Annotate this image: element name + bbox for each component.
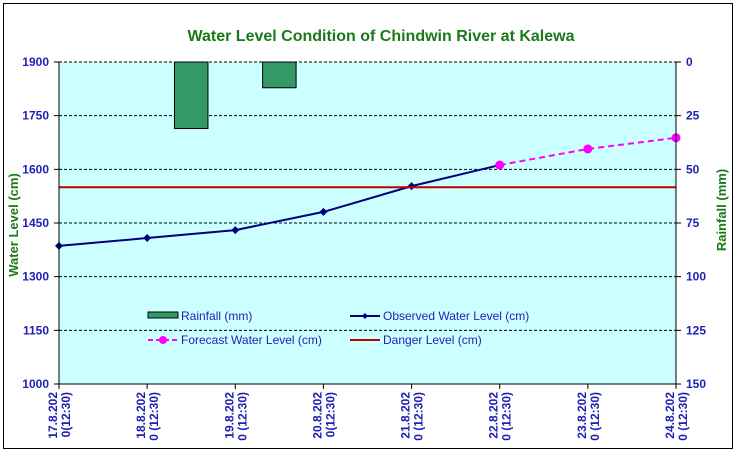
forecast-point (583, 144, 593, 154)
rainfall-bar (173, 61, 209, 130)
x-tick-label-line1: 19.8.202 (222, 392, 236, 439)
y-tick-label: 1000 (22, 377, 49, 391)
rainfall-bar (262, 61, 297, 89)
y-tick-label: 1450 (22, 216, 49, 230)
y2-tick-label: 150 (686, 377, 706, 391)
x-tick-label: 23.8.202 0 (12:30) (575, 392, 602, 441)
legend-marker (159, 336, 167, 344)
x-tick-label-line1: 18.8.202 (134, 392, 148, 439)
x-tick-label-line2: 0(12:30) (59, 392, 73, 437)
legend-label: Observed Water Level (cm) (383, 309, 529, 323)
x-tick-label-line2: 0 (12:30) (412, 392, 426, 441)
y-tick-label: 1150 (23, 323, 49, 337)
x-tick-label-line2: 0 (12:30) (588, 392, 602, 441)
y-tick-label: 1300 (22, 270, 49, 284)
y2-tick-label: 75 (686, 216, 700, 230)
x-tick-label: 19.8.202 0 (12:30) (222, 392, 249, 441)
x-tick-label: 24.8.202 0 (12:30) (663, 392, 690, 441)
x-tick-label-line2: 0 (12:30) (500, 392, 514, 441)
x-tick-label-line2: 0 (12:30) (147, 392, 161, 441)
x-tick-label-line1: 17.8.202 (46, 392, 60, 439)
x-tick-label: 17.8.202 0(12:30) (46, 392, 73, 439)
x-tick-label: 20.8.202 0(12:30) (310, 392, 337, 439)
x-tick-label-line1: 21.8.202 (399, 392, 413, 439)
y-axis-label: Water Level (cm) (6, 173, 21, 277)
y2-tick-label: 100 (686, 270, 706, 284)
x-tick-label-line1: 24.8.202 (663, 392, 677, 439)
x-tick-label: 18.8.202 0 (12:30) (134, 392, 161, 441)
observed-point (319, 207, 328, 216)
y-tick-label: 1750 (22, 109, 49, 123)
y2-tick-label: 50 (686, 162, 700, 176)
legend-label: Rainfall (mm) (181, 309, 252, 323)
x-tick-label-line2: 0 (12:30) (676, 392, 690, 441)
y2-tick-label: 125 (686, 323, 706, 337)
x-tick-label-line2: 0(12:30) (323, 392, 337, 437)
observed-point (143, 234, 152, 243)
x-tick-label: 21.8.202 0 (12:30) (399, 392, 426, 441)
legend-label: Danger Level (cm) (383, 333, 482, 347)
x-tick-label-line1: 23.8.202 (575, 392, 589, 439)
legend-marker (362, 313, 368, 319)
x-tick-label-line1: 20.8.202 (310, 392, 324, 439)
y2-tick-label: 0 (686, 55, 693, 69)
observed-water-level-cm-line (58, 164, 500, 247)
y-tick-label: 1600 (22, 162, 49, 176)
y-tick-label: 1900 (22, 55, 49, 69)
x-tick-label-line2: 0 (12:30) (235, 392, 249, 441)
x-tick-label-line1: 22.8.202 (487, 392, 501, 439)
chart-title: Water Level Condition of Chindwin River … (187, 28, 574, 45)
y2-axis-label: Rainfall (mm) (714, 169, 729, 251)
observed-point (231, 226, 240, 235)
y2-tick-label: 25 (686, 109, 700, 123)
legend-label: Forecast Water Level (cm) (181, 333, 322, 347)
forecast-point (495, 160, 505, 170)
legend-swatch-rainfall (147, 311, 179, 319)
x-tick-label: 22.8.202 0 (12:30) (487, 392, 514, 441)
